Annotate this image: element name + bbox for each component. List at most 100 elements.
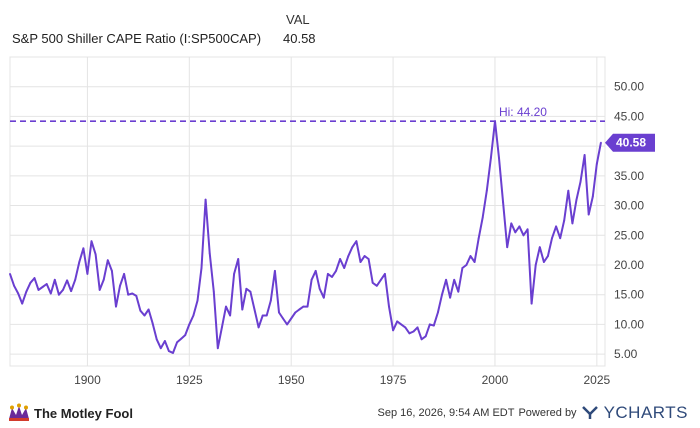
data-point: [192, 314, 195, 317]
data-point: [542, 261, 545, 263]
data-point: [392, 329, 394, 332]
data-point: [555, 225, 557, 228]
data-point: [98, 289, 101, 291]
data-point: [318, 287, 321, 290]
data-point: [420, 338, 423, 341]
data-point: [534, 264, 537, 266]
data-point: [221, 326, 223, 329]
data-point: [159, 347, 162, 350]
y-tick-label: 25.00: [614, 228, 644, 242]
data-point: [355, 240, 358, 243]
data-point: [200, 267, 203, 269]
x-tick-label: 1925: [176, 373, 203, 387]
data-point: [41, 286, 44, 288]
data-point: [302, 305, 305, 308]
data-point: [37, 289, 40, 291]
data-point: [371, 281, 374, 284]
data-point: [388, 305, 390, 308]
motley-fool-logo-text: The Motley Fool: [34, 405, 133, 421]
data-point: [396, 320, 399, 323]
y-tick-label: 5.00: [614, 347, 638, 361]
data-point: [567, 189, 570, 192]
x-tick-label: 2025: [583, 373, 610, 387]
data-point: [245, 287, 248, 290]
data-point: [547, 255, 549, 257]
data-point: [404, 326, 407, 329]
y-tick-label: 45.00: [614, 109, 644, 123]
data-point: [90, 240, 93, 243]
data-point: [233, 272, 236, 275]
data-point: [33, 277, 36, 279]
data-point: [379, 278, 382, 281]
data-point: [530, 302, 533, 305]
ycharts-branding: Sep 16, 2026, 9:54 AM EDT Powered by YCH…: [377, 402, 688, 424]
data-point: [102, 278, 105, 281]
data-point: [290, 317, 293, 320]
data-point: [563, 219, 566, 222]
data-point: [58, 293, 60, 296]
series-current-value: 40.58: [283, 31, 316, 46]
data-point: [273, 270, 276, 272]
data-point: [526, 228, 529, 231]
data-point: [62, 289, 64, 291]
data-point: [339, 258, 342, 260]
series-layer: [9, 120, 602, 354]
data-point: [86, 272, 89, 275]
data-point: [437, 311, 439, 314]
data-point: [347, 255, 350, 257]
series-legend-name[interactable]: S&P 500 Shiller CAPE Ratio (I:SP500CAP): [12, 31, 262, 46]
data-point: [469, 255, 472, 257]
timestamp: Sep 16, 2026, 9:54 AM EDT: [377, 407, 515, 419]
ycharts-logo-text[interactable]: YCHARTS: [603, 403, 688, 422]
data-point: [229, 314, 231, 317]
data-point: [225, 305, 227, 308]
data-point: [441, 293, 443, 296]
plot-frame: [9, 56, 606, 367]
data-point: [74, 278, 77, 281]
grid-lines: [9, 56, 606, 367]
data-point: [310, 278, 313, 281]
data-point: [465, 264, 468, 266]
data-point: [135, 294, 138, 297]
data-point: [49, 292, 52, 295]
data-point: [82, 247, 85, 250]
data-point: [278, 311, 280, 314]
data-point: [506, 246, 509, 249]
data-point: [335, 270, 337, 272]
data-point: [286, 323, 289, 326]
data-point: [538, 246, 541, 249]
x-tick-label: 1900: [74, 373, 101, 387]
data-point: [21, 302, 24, 305]
y-tick-label: 10.00: [614, 317, 644, 331]
data-point: [139, 309, 142, 312]
data-point: [196, 299, 199, 302]
jester-hat-icon: [9, 403, 29, 421]
data-point: [94, 253, 97, 256]
data-point: [384, 272, 386, 275]
data-point: [579, 180, 582, 183]
data-point: [184, 334, 187, 336]
data-point: [351, 246, 354, 249]
data-point: [600, 141, 602, 144]
data-point: [155, 338, 158, 341]
data-point: [204, 198, 207, 201]
data-point: [257, 326, 260, 329]
last-value-label: 40.58: [616, 136, 646, 150]
data-point: [595, 163, 598, 165]
chart-header: VAL S&P 500 Shiller CAPE Ratio (I:SP500C…: [0, 0, 700, 50]
data-point: [106, 259, 109, 262]
data-point: [110, 270, 113, 272]
y-tick-label: 30.00: [614, 199, 644, 213]
data-point: [123, 272, 126, 275]
x-tick-label: 1975: [380, 373, 407, 387]
data-point: [457, 290, 460, 293]
data-point: [294, 311, 297, 314]
powered-by-label: Powered by: [518, 407, 577, 419]
data-point: [510, 222, 513, 225]
y-tick-label: 35.00: [614, 169, 644, 183]
data-point: [416, 326, 419, 329]
data-point: [522, 234, 525, 237]
last-value-badge: [605, 133, 655, 152]
data-point: [428, 323, 431, 326]
data-point: [343, 267, 346, 269]
